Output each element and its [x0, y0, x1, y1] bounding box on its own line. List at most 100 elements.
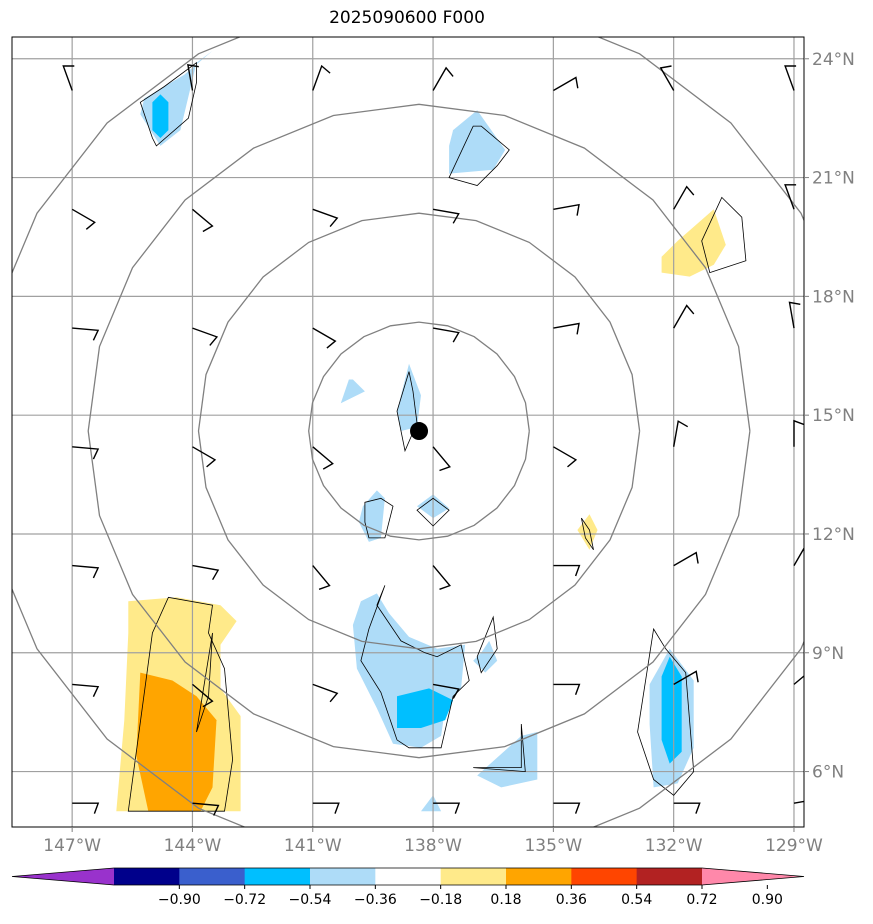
colorbar-outline — [11, 867, 805, 886]
colorbar: −0.90 −0.72 −0.54 −0.36 −0.18 0.18 0.36 0.54 0.7… — [11, 867, 805, 908]
wind-barb — [673, 670, 699, 686]
wind-barb — [312, 565, 331, 590]
wind-barb — [793, 675, 804, 685]
shaded-field — [116, 50, 726, 812]
wind-barb — [192, 446, 217, 468]
wind-barbs — [62, 64, 804, 816]
contour-line — [196, 632, 213, 733]
wind-barb — [553, 203, 580, 216]
colorbar-tick-label: 0.36 — [556, 892, 587, 908]
wind-barb — [793, 419, 804, 447]
colorbar-swatch — [375, 868, 442, 885]
wind-barb — [659, 65, 675, 91]
wind-barb — [432, 327, 460, 343]
wind-barb — [312, 64, 331, 91]
wind-barb — [432, 683, 460, 699]
storm-center — [410, 422, 429, 441]
wind-barb — [673, 551, 699, 567]
colorbar-extend-high — [702, 868, 804, 885]
shading-neg_018_036 — [340, 379, 365, 404]
wind-barb — [72, 564, 100, 579]
wind-barb — [432, 208, 460, 224]
wind-barb — [673, 304, 695, 329]
wind-barb — [72, 683, 100, 697]
wind-barb — [312, 327, 337, 349]
wind-barb — [72, 327, 100, 341]
lat-tick-label: 21°N — [812, 169, 855, 189]
contour-line — [127, 596, 234, 812]
shading-neg_018_036 — [449, 110, 506, 174]
wind-barb — [673, 802, 701, 814]
colorbar-tick-label: −0.18 — [419, 892, 462, 908]
lat-lon-grid — [12, 37, 804, 827]
storm-center-dot — [410, 422, 429, 441]
wind-barb — [788, 301, 801, 329]
contour-line — [448, 125, 510, 186]
wind-barb — [784, 184, 797, 210]
wind-barb — [312, 208, 339, 228]
colorbar-swatch — [114, 868, 180, 885]
colorbar-tick-label: 0.54 — [621, 892, 652, 908]
wind-barb — [192, 327, 219, 346]
range-rings — [12, 37, 804, 827]
colorbar-swatch — [244, 868, 311, 885]
lon-tick-label: 141°W — [284, 836, 342, 856]
shading-neg_018_036 — [477, 732, 538, 788]
contour-lines — [127, 61, 747, 812]
colorbar-tick-label: −0.90 — [158, 892, 201, 908]
lat-tick-label: 9°N — [812, 644, 844, 664]
lon-tick-label: 144°W — [164, 836, 222, 856]
shading-neg_018_036 — [397, 363, 421, 431]
lon-tick-label: 138°W — [404, 836, 462, 856]
lat-tick-label: 12°N — [812, 525, 855, 545]
contour-line — [637, 627, 695, 796]
colorbar-swatch — [571, 868, 638, 885]
map-title: 2025090600 F000 — [329, 8, 485, 28]
lat-tick-label: 15°N — [812, 406, 855, 426]
longitude-labels: 147°W 144°W 141°W 138°W 135°W 132°W 129°W — [43, 827, 823, 856]
wind-barb — [793, 546, 804, 566]
colorbar-tick-label: −0.36 — [354, 892, 397, 908]
colorbar-tick-label: −0.72 — [223, 892, 266, 908]
shading-neg_036_054 — [661, 656, 682, 764]
colorbar-swatch — [179, 868, 246, 885]
wind-barb — [553, 322, 580, 335]
range-ring — [308, 321, 530, 541]
colorbar-tick-label: 0.18 — [490, 892, 521, 908]
lat-tick-label: 24°N — [812, 50, 855, 70]
wind-barb — [432, 66, 454, 91]
wind-barb — [72, 446, 100, 460]
wind-barb — [187, 64, 199, 91]
wind-barb — [784, 65, 797, 91]
contour-line — [701, 196, 747, 274]
wind-barb — [312, 683, 339, 703]
lat-tick-label: 18°N — [812, 287, 855, 307]
range-ring — [197, 212, 641, 650]
colorbar-tick-label: 0.90 — [752, 892, 783, 908]
lon-tick-label: 135°W — [524, 836, 582, 856]
wind-barb — [192, 802, 220, 816]
colorbar-tick-label: 0.72 — [686, 892, 717, 908]
lon-tick-label: 147°W — [43, 836, 101, 856]
wind-barb — [553, 76, 579, 92]
wind-barb — [553, 802, 581, 814]
colorbar-tick-label: −0.54 — [289, 892, 332, 908]
contour-line — [139, 61, 197, 147]
shading-neg_018_036 — [421, 795, 442, 812]
wind-barb — [432, 446, 451, 472]
wind-barb — [192, 564, 220, 581]
wind-barb — [433, 802, 461, 814]
wind-barb — [553, 564, 581, 577]
wind-barb — [312, 446, 334, 470]
wind-barb — [673, 185, 695, 210]
wind-barb — [192, 683, 214, 708]
colorbar-swatch — [440, 868, 507, 885]
lat-tick-label: 6°N — [812, 763, 844, 783]
colorbar-swatch — [636, 868, 703, 885]
wind-barb — [673, 420, 689, 447]
lon-tick-label: 129°W — [765, 836, 823, 856]
wind-barb — [72, 802, 100, 814]
range-ring — [87, 103, 751, 759]
wind-barb — [71, 208, 96, 230]
